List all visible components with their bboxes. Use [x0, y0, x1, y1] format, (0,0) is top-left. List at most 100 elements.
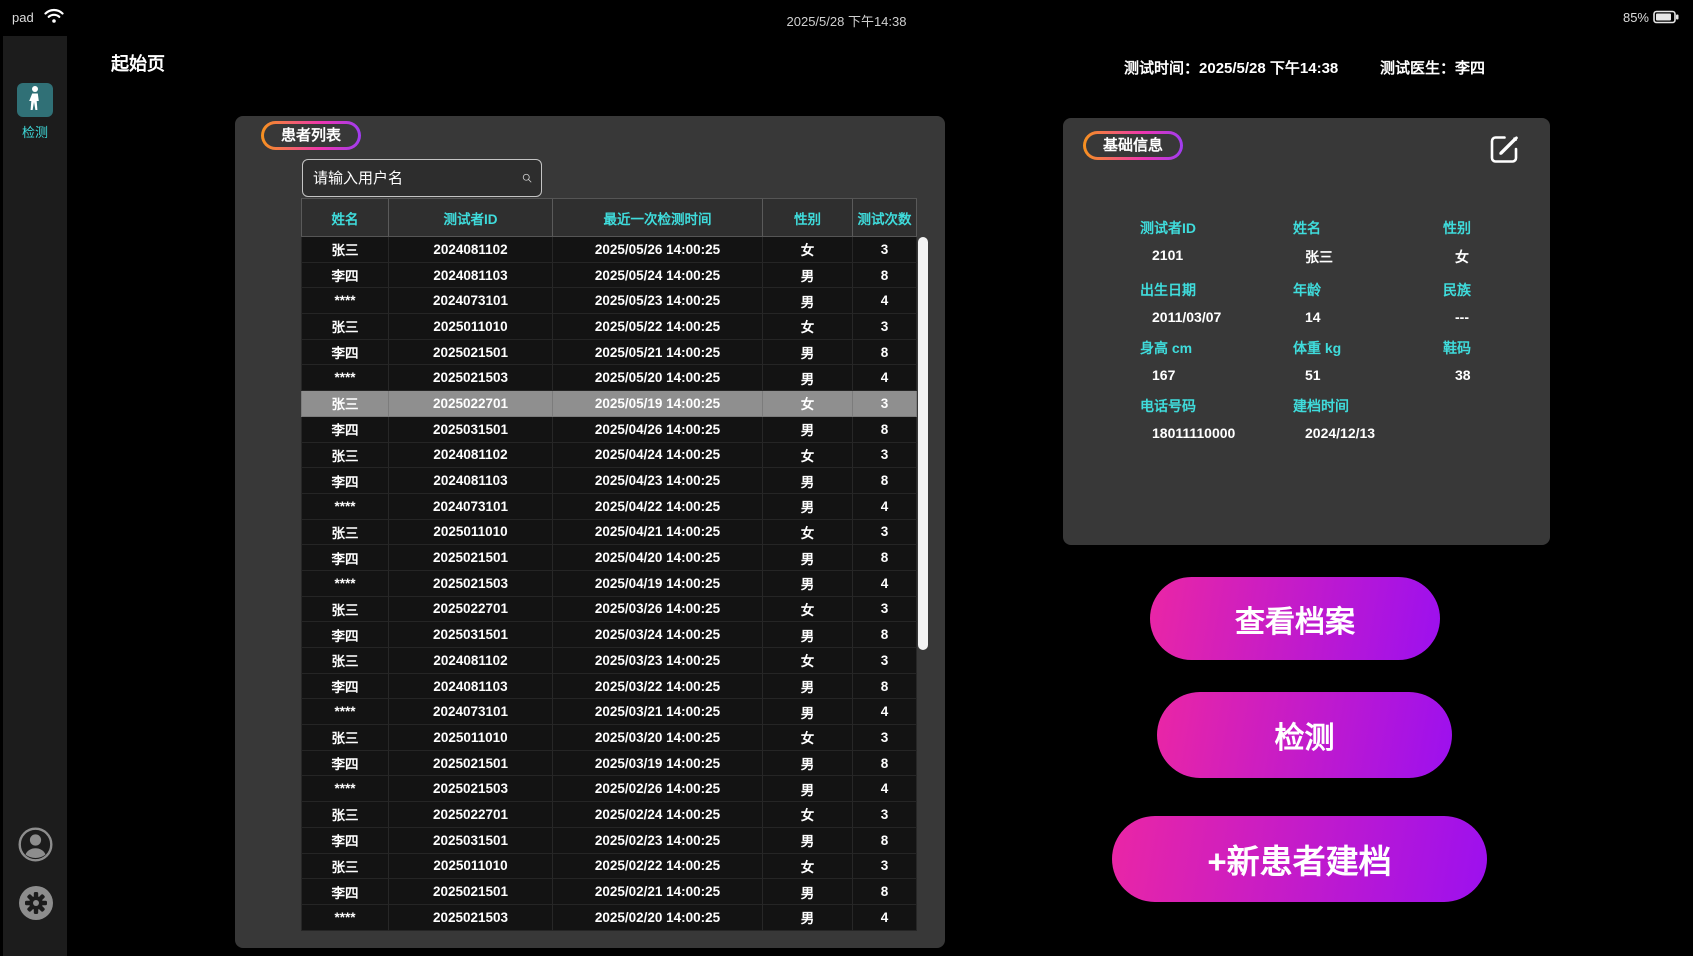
table-cell: 8 [853, 827, 917, 854]
table-cell: **** [301, 776, 389, 803]
table-cell: 3 [853, 596, 917, 623]
table-cell: 2025/05/26 14:00:25 [553, 237, 763, 263]
sidebar-item-detect[interactable] [17, 83, 53, 117]
basic-info-title: 基础信息 [1083, 131, 1183, 160]
table-row[interactable]: 李四 2024081103 2025/03/22 14:00:25 男 8 [301, 673, 917, 700]
table-row[interactable]: 张三 2024081102 2025/04/24 14:00:25 女 3 [301, 442, 917, 469]
info-field-label: 建档时间 [1293, 398, 1349, 414]
test-doctor: 测试医生：李四 [1380, 57, 1485, 78]
table-cell: 2024081103 [389, 673, 553, 700]
info-field-label: 身高 cm [1140, 340, 1193, 356]
device-name: pad [12, 10, 34, 25]
table-row[interactable]: 张三 2025011010 2025/05/22 14:00:25 女 3 [301, 314, 917, 340]
table-row[interactable]: 李四 2025021501 2025/05/21 14:00:25 男 8 [301, 339, 917, 366]
info-field-value: 女 [1455, 249, 1469, 265]
table-cell: 李四 [301, 827, 389, 854]
table-row[interactable]: 李四 2025021501 2025/04/20 14:00:25 男 8 [301, 545, 917, 571]
table-cell: 2025021503 [389, 904, 553, 931]
table-cell: 2025/04/20 14:00:25 [553, 545, 763, 571]
table-cell: 2025021501 [389, 750, 553, 777]
table-row[interactable]: 李四 2024081103 2025/04/23 14:00:25 男 8 [301, 468, 917, 494]
table-cell: 李四 [301, 262, 389, 289]
table-cell: 2025/04/19 14:00:25 [553, 570, 763, 597]
search-input[interactable] [303, 169, 522, 187]
scrollbar-thumb[interactable] [918, 237, 928, 650]
test-time: 测试时间：2025/5/28 下午14:38 [1124, 57, 1338, 78]
table-cell: 李四 [301, 339, 389, 366]
table-cell: 李四 [301, 879, 389, 905]
table-row[interactable]: **** 2025021503 2025/02/26 14:00:25 男 4 [301, 776, 917, 803]
table-cell: 男 [763, 288, 853, 315]
table-cell: 2025/03/24 14:00:25 [553, 622, 763, 648]
page-title: 起始页 [111, 54, 165, 74]
info-field: 体重 kg 51 [1293, 338, 1443, 383]
table-cell: 男 [763, 750, 853, 777]
table-cell: 2025021503 [389, 365, 553, 392]
table-row[interactable]: 李四 2025021501 2025/03/19 14:00:25 男 8 [301, 750, 917, 777]
table-row[interactable]: 李四 2025031501 2025/02/23 14:00:25 男 8 [301, 827, 917, 854]
table-row[interactable]: **** 2025021503 2025/02/20 14:00:25 男 4 [301, 904, 917, 931]
table-cell: 2025/05/22 14:00:25 [553, 314, 763, 340]
column-header: 测试者ID [389, 199, 553, 236]
table-cell: 4 [853, 493, 917, 520]
table-cell: 李四 [301, 545, 389, 571]
basic-info-panel: 基础信息 测试者ID 2101 姓名 张三 性别女出生日期 2011/03/07 年龄 14 民… [1063, 118, 1550, 545]
table-row[interactable]: **** 2024073101 2025/03/21 14:00:25 男 4 [301, 699, 917, 726]
table-row[interactable]: **** 2024073101 2025/04/22 14:00:25 男 4 [301, 493, 917, 520]
info-field-value: 2011/03/07 [1152, 309, 1222, 325]
table-row[interactable]: 张三 2024081102 2025/03/23 14:00:25 女 3 [301, 648, 917, 674]
info-field-value: 51 [1305, 367, 1321, 383]
table-row[interactable]: 张三 2024081102 2025/05/26 14:00:25 女 3 [301, 237, 917, 263]
info-field-label: 体重 kg [1293, 340, 1342, 356]
table-cell: 男 [763, 545, 853, 571]
table-cell: 2025/05/23 14:00:25 [553, 288, 763, 315]
table-cell: 张三 [301, 802, 389, 828]
table-cell: **** [301, 493, 389, 520]
table-cell: 3 [853, 648, 917, 674]
table-row[interactable]: 张三 2025022701 2025/05/19 14:00:25 女 3 [301, 391, 917, 417]
detect-button[interactable]: 检测 [1157, 692, 1452, 778]
table-row[interactable]: 张三 2025011010 2025/04/21 14:00:25 女 3 [301, 519, 917, 546]
table-row[interactable]: 李四 2025031501 2025/04/26 14:00:25 男 8 [301, 416, 917, 443]
table-row[interactable]: 李四 2025031501 2025/03/24 14:00:25 男 8 [301, 622, 917, 648]
test-time-value: 2025/5/28 下午14:38 [1199, 60, 1339, 77]
search-box [302, 159, 542, 197]
status-bar: pad 2025/5/28 下午14:38 85% [0, 0, 1693, 36]
view-archive-button[interactable]: 查看档案 [1150, 577, 1440, 660]
table-cell: 男 [763, 827, 853, 854]
table-row[interactable]: 李四 2025021501 2025/02/21 14:00:25 男 8 [301, 879, 917, 905]
search-icon[interactable] [522, 168, 532, 188]
table-row[interactable]: **** 2024073101 2025/05/23 14:00:25 男 4 [301, 288, 917, 315]
table-row[interactable]: 张三 2025011010 2025/03/20 14:00:25 女 3 [301, 725, 917, 751]
table-row[interactable]: 张三 2025011010 2025/02/22 14:00:25 女 3 [301, 853, 917, 880]
gear-icon[interactable] [18, 885, 54, 926]
table-row[interactable]: 张三 2025022701 2025/02/24 14:00:25 女 3 [301, 802, 917, 828]
table-cell: 4 [853, 776, 917, 803]
table-cell: 女 [763, 648, 853, 674]
table-cell: 男 [763, 904, 853, 931]
person-standing-icon [24, 85, 46, 116]
table-cell: **** [301, 904, 389, 931]
table-cell: 2024081102 [389, 442, 553, 469]
profile-icon[interactable] [18, 827, 53, 867]
new-patient-button[interactable]: +新患者建档 [1112, 816, 1487, 902]
table-row[interactable]: 李四 2024081103 2025/05/24 14:00:25 男 8 [301, 262, 917, 289]
table-cell: 2024073101 [389, 288, 553, 315]
table-cell: 8 [853, 750, 917, 777]
info-field-label: 测试者ID [1140, 220, 1196, 236]
table-cell: 2025/02/22 14:00:25 [553, 853, 763, 880]
table-cell: **** [301, 288, 389, 315]
info-field: 测试者ID 2101 [1140, 218, 1293, 267]
table-row[interactable]: 张三 2025022701 2025/03/26 14:00:25 女 3 [301, 596, 917, 623]
table-cell: 男 [763, 493, 853, 520]
info-field-value: 2101 [1152, 247, 1184, 263]
table-cell: 2025021503 [389, 570, 553, 597]
table-cell: 2025031501 [389, 827, 553, 854]
table-cell: 2024073101 [389, 493, 553, 520]
table-row[interactable]: **** 2025021503 2025/05/20 14:00:25 男 4 [301, 365, 917, 392]
table-cell: 张三 [301, 314, 389, 340]
edit-icon[interactable] [1488, 132, 1522, 166]
table-cell: 2025/02/24 14:00:25 [553, 802, 763, 828]
patient-table-body: 张三 2024081102 2025/05/26 14:00:25 女 3 李四 20240… [301, 237, 917, 931]
table-row[interactable]: **** 2025021503 2025/04/19 14:00:25 男 4 [301, 570, 917, 597]
